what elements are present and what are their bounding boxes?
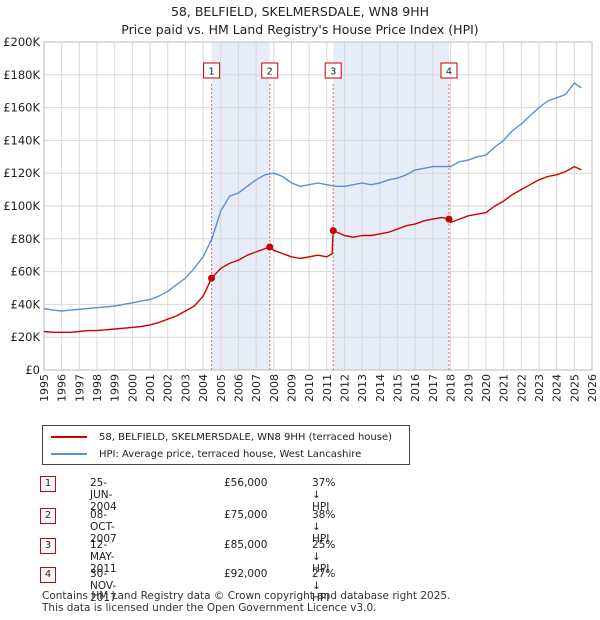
sale-number-label: 4 xyxy=(446,67,452,78)
transaction-hpi-diff: 27% ↓ HPI xyxy=(312,568,336,604)
legend-swatch-hpi xyxy=(51,453,87,455)
x-tick-label: 2004 xyxy=(197,374,210,402)
y-tick-label: £20K xyxy=(11,330,41,344)
y-tick-label: £180K xyxy=(3,68,40,82)
transaction-hpi-diff: 37% ↓ HPI xyxy=(312,477,336,513)
x-tick-label: 2023 xyxy=(533,374,546,402)
x-tick-label: 2007 xyxy=(250,374,263,402)
x-tick-label: 2013 xyxy=(356,374,369,402)
y-tick-label: £100K xyxy=(3,199,40,213)
sale-number-label: 3 xyxy=(330,67,336,78)
x-tick-label: 2018 xyxy=(445,374,458,402)
transaction-date: 12-MAY-2011 xyxy=(90,539,117,575)
legend-label-property: 58, BELFIELD, SKELMERSDALE, WN8 9HH (ter… xyxy=(99,431,393,443)
chart-subtitle: Price paid vs. HM Land Registry's House … xyxy=(121,22,479,37)
x-tick-label: 2011 xyxy=(321,374,334,402)
transaction-date: 08-OCT-2007 xyxy=(90,509,117,545)
y-tick-label: £140K xyxy=(3,133,40,147)
transaction-price: £92,000 xyxy=(224,568,268,580)
transaction-price: £56,000 xyxy=(224,477,268,489)
y-tick-label: £60K xyxy=(11,265,41,279)
x-tick-label: 2002 xyxy=(162,374,175,402)
sale-number-box xyxy=(261,62,279,79)
chart-legend: 58, BELFIELD, SKELMERSDALE, WN8 9HH (ter… xyxy=(42,425,410,465)
y-tick-label: £0 xyxy=(25,363,40,377)
x-tick-label: 2005 xyxy=(215,374,228,402)
x-tick-label: 2020 xyxy=(480,374,493,402)
transaction-hpi-diff: 25% ↓ HPI xyxy=(312,539,336,575)
transaction-number-badge: 2 xyxy=(40,508,56,524)
x-tick-label: 2026 xyxy=(586,374,599,402)
legend-item-hpi: HPI: Average price, terraced house, West… xyxy=(51,446,361,462)
sale-point xyxy=(445,215,453,223)
x-tick-label: 2008 xyxy=(268,374,281,402)
x-tick-label: 2014 xyxy=(374,374,387,402)
sale-point xyxy=(208,274,216,282)
y-tick-label: £80K xyxy=(11,232,41,246)
x-tick-label: 1996 xyxy=(56,374,69,402)
x-tick-label: 2017 xyxy=(427,374,440,402)
y-tick-label: £120K xyxy=(3,166,40,180)
transaction-price: £85,000 xyxy=(224,539,268,551)
sale-number-box xyxy=(203,62,221,79)
transaction-date: 25-JUN-2004 xyxy=(90,477,117,513)
price-chart: £0 £20K £40K £60K £80K £100K £120K £140K £160K £1… xyxy=(3,35,599,402)
attribution-line-licence: This data is licensed under the Open Gov… xyxy=(42,602,377,614)
hpi-series-line xyxy=(43,82,582,312)
transaction-hpi-diff: 38% ↓ HPI xyxy=(312,509,336,545)
x-tick-label: 2003 xyxy=(179,374,192,402)
x-tick-label: 2015 xyxy=(392,374,405,402)
y-tick-label: £160K xyxy=(3,101,40,115)
sale-number-label: 1 xyxy=(208,67,214,78)
x-tick-label: 2001 xyxy=(144,374,157,402)
legend-swatch-property xyxy=(51,436,87,438)
x-tick-label: 2021 xyxy=(498,374,511,402)
x-tick-label: 2009 xyxy=(285,374,298,402)
x-tick-label: 1995 xyxy=(38,374,51,402)
legend-label-hpi: HPI: Average price, terraced house, West… xyxy=(99,448,362,460)
sale-point xyxy=(266,243,274,251)
chart-title: 58, BELFIELD, SKELMERSDALE, WN8 9HH xyxy=(170,4,430,19)
transaction-number-badge: 3 xyxy=(40,538,56,554)
property-series-line xyxy=(43,165,582,333)
x-tick-label: 2000 xyxy=(126,374,139,402)
x-tick-label: 2016 xyxy=(409,374,422,402)
transaction-date: 30-NOV-2017 xyxy=(90,568,117,604)
x-tick-label: 2025 xyxy=(568,374,581,402)
attribution-footer: Contains HM Land Registry data © Crown c… xyxy=(42,590,450,614)
transaction-price: £75,000 xyxy=(224,509,268,521)
y-tick-label: £200K xyxy=(3,35,40,49)
sale-number-box xyxy=(324,62,342,79)
plot-frame xyxy=(43,41,593,371)
x-tick-label: 1997 xyxy=(73,374,86,402)
attribution-line-copyright: Contains HM Land Registry data © Crown c… xyxy=(42,590,451,602)
legend-item-property: 58, BELFIELD, SKELMERSDALE, WN8 9HH (ter… xyxy=(51,429,392,445)
sale-point xyxy=(329,227,337,235)
x-tick-label: 2012 xyxy=(339,374,352,402)
x-tick-label: 2019 xyxy=(462,374,475,402)
x-tick-label: 1998 xyxy=(91,374,104,402)
x-tick-label: 2022 xyxy=(515,374,528,402)
sale-number-box xyxy=(440,62,458,79)
x-tick-label: 2024 xyxy=(551,374,564,402)
x-tick-label: 1999 xyxy=(109,374,122,402)
transaction-number-badge: 4 xyxy=(40,567,56,583)
x-tick-label: 2010 xyxy=(303,374,316,402)
y-tick-label: £40K xyxy=(11,297,41,311)
x-tick-label: 2006 xyxy=(232,374,245,402)
transaction-number-badge: 1 xyxy=(40,476,56,492)
sale-number-label: 2 xyxy=(267,67,273,78)
